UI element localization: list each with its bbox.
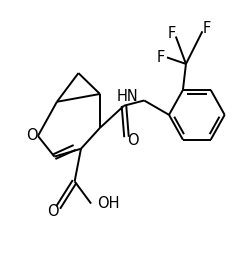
Text: O: O <box>26 128 37 144</box>
Text: F: F <box>202 21 210 36</box>
Text: HN: HN <box>116 89 137 104</box>
Text: O: O <box>127 133 138 149</box>
Text: OH: OH <box>97 196 119 211</box>
Text: F: F <box>167 26 175 41</box>
Text: O: O <box>47 204 59 219</box>
Text: F: F <box>156 50 164 65</box>
